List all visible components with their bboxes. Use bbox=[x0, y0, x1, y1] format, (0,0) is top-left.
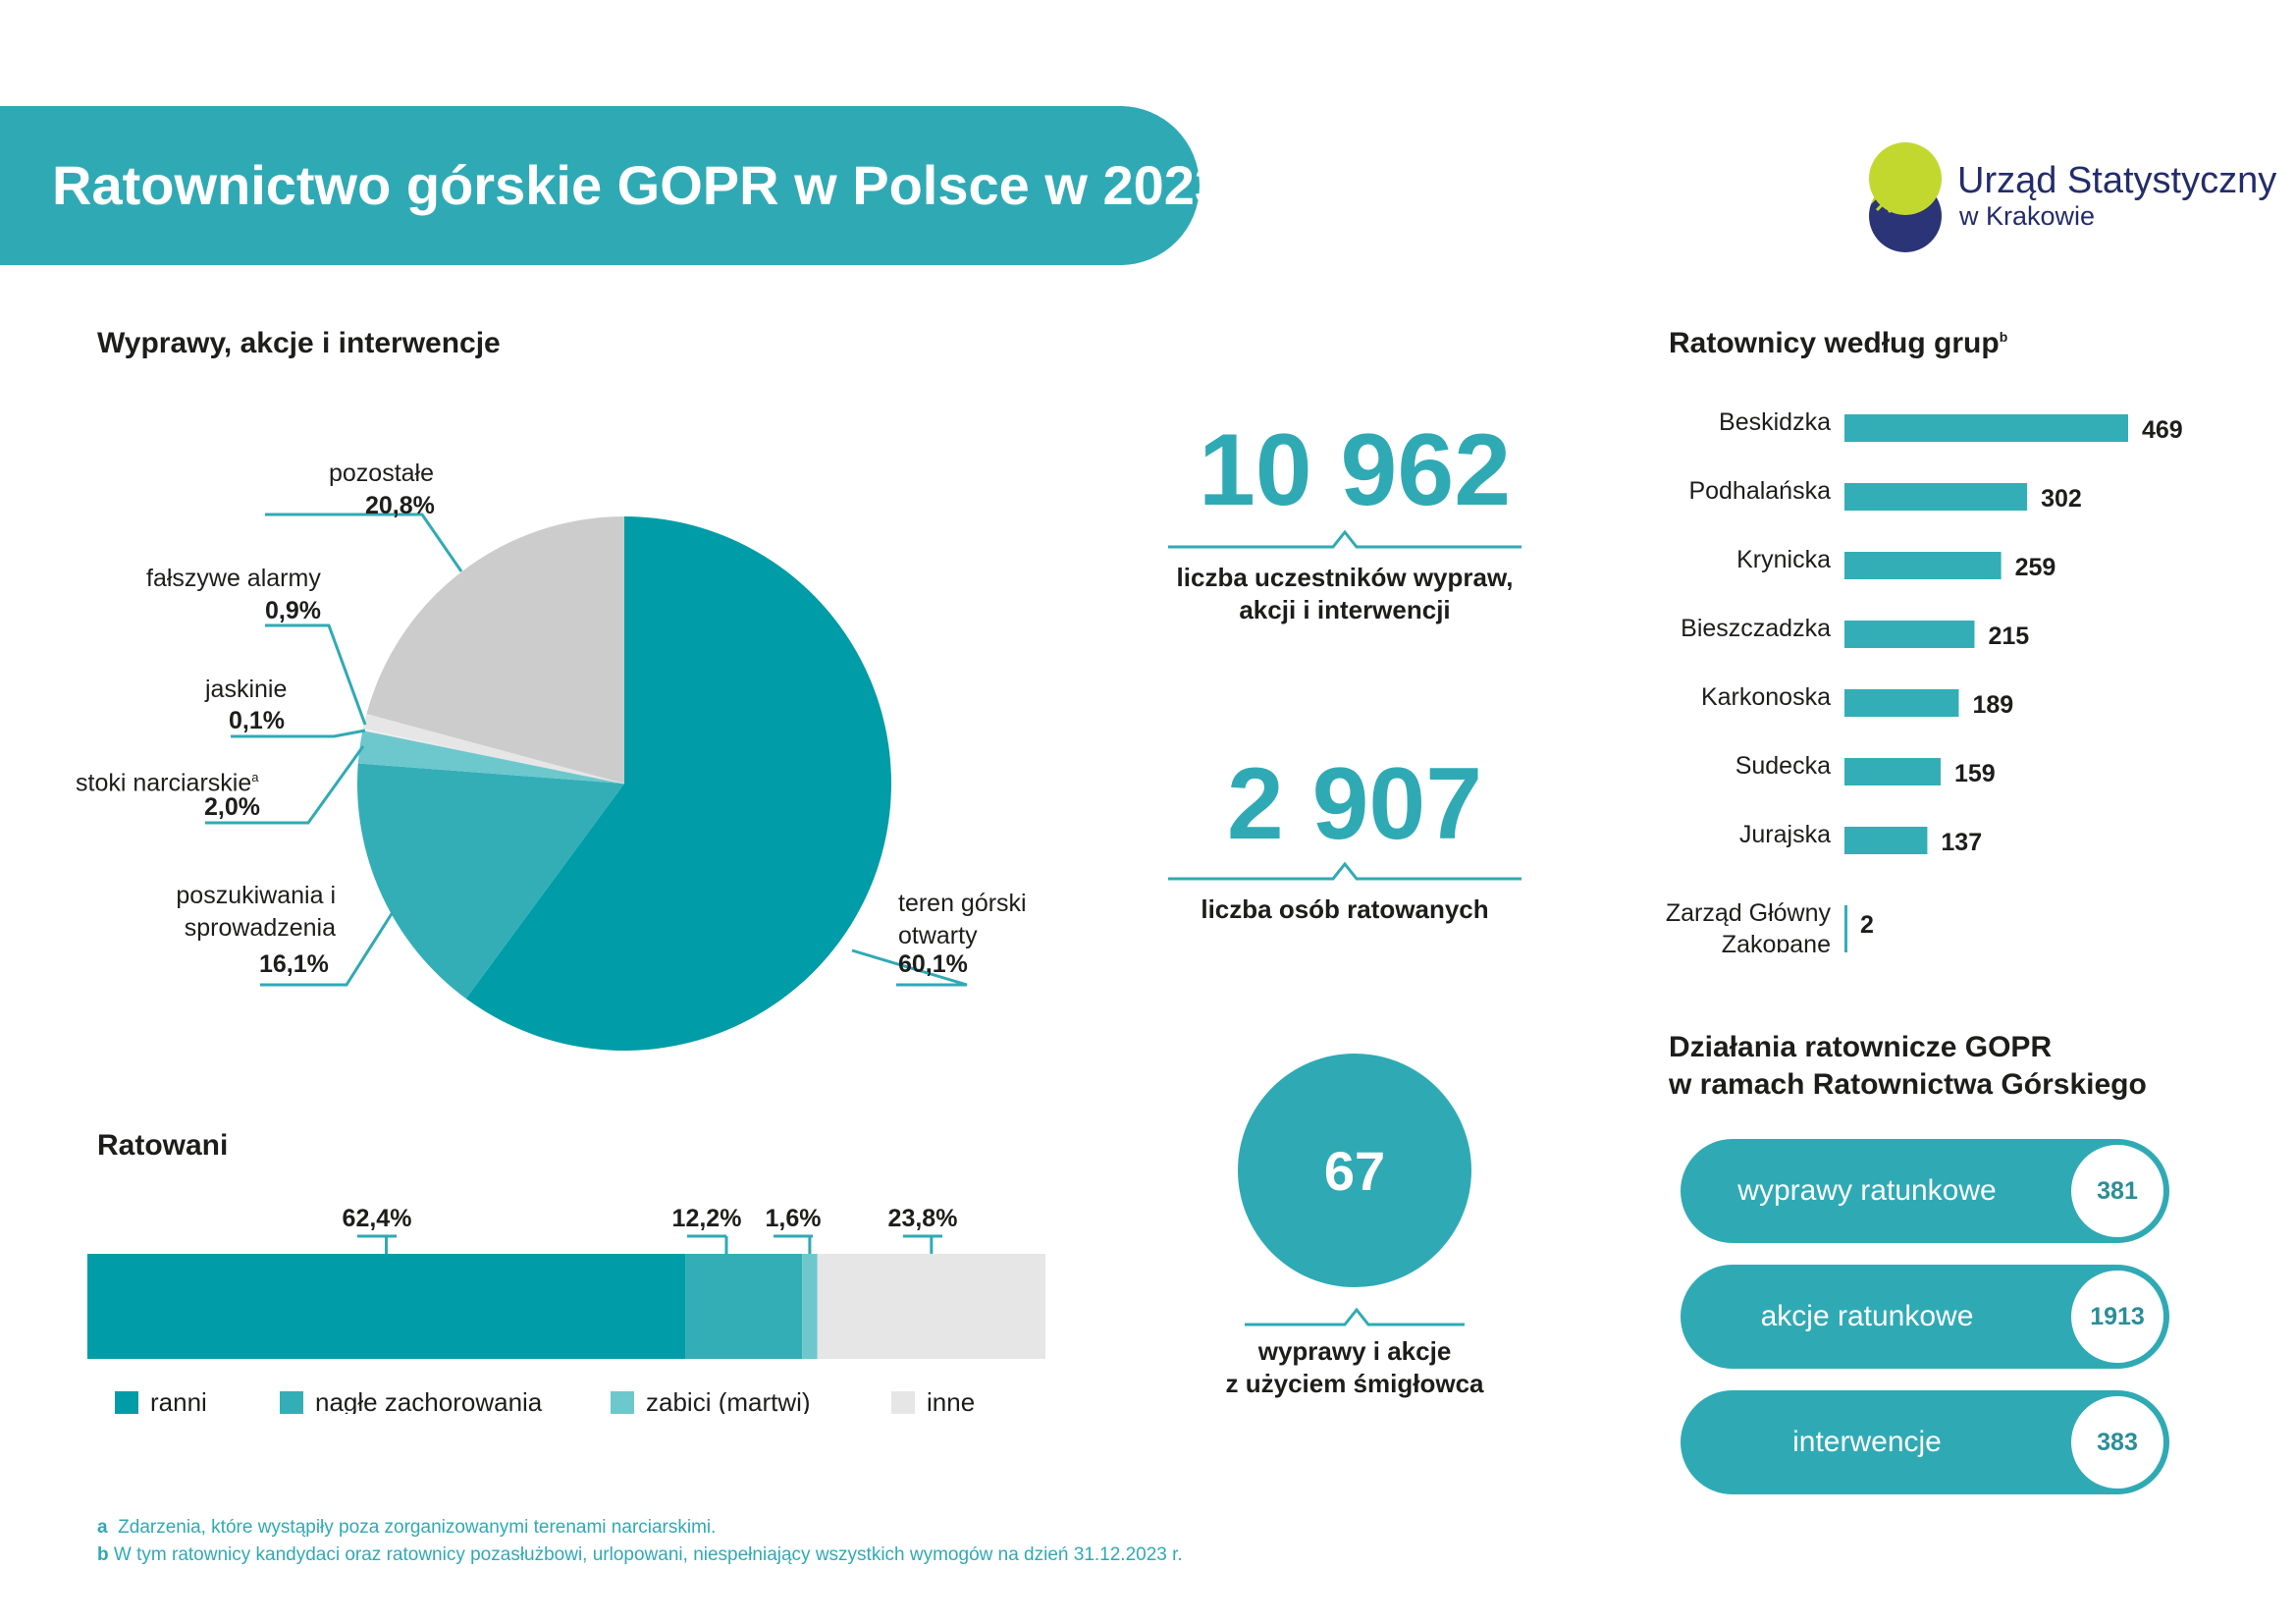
pie-label-poszukiwania: poszukiwania i sprowadzenia bbox=[176, 882, 336, 942]
logo-name: Urząd Statystyczny bbox=[1957, 160, 2277, 201]
legend-swatch bbox=[115, 1391, 138, 1414]
participants-caption: liczba uczestników wypraw, akcji i interw… bbox=[1176, 563, 1514, 624]
group-label: Zakopane bbox=[1722, 931, 1831, 952]
footnote-a: a Zdarzenia, które wystąpiły poza zorgan… bbox=[97, 1517, 717, 1538]
participants-value: 10 962 bbox=[1198, 413, 1512, 527]
group-value: 469 bbox=[2142, 416, 2183, 444]
pie-label-pozostale: pozostałe bbox=[329, 460, 435, 487]
title-banner bbox=[0, 106, 1200, 265]
stack-value-label: 62,4% bbox=[343, 1205, 412, 1232]
group-value: 215 bbox=[1988, 623, 2029, 650]
action-pill-interwencje: interwencje 383 bbox=[1681, 1390, 2169, 1494]
actions-title: Działania ratownicze GOPR w ramach Ratown… bbox=[1669, 1031, 2147, 1101]
participants-divider bbox=[1168, 529, 1522, 549]
group-bar bbox=[1844, 689, 1959, 717]
pie-value-falszywe-alarmy: 0,9% bbox=[265, 597, 321, 624]
group-bar bbox=[1844, 483, 2028, 511]
groups-bar-chart: Beskidzka 469 Podhalańska 302 Krynicka 259 Bie… bbox=[1666, 408, 2183, 952]
pie-chart bbox=[205, 513, 968, 1051]
group-label: Beskidzka bbox=[1719, 408, 1831, 436]
pie-slice-pozostale bbox=[366, 516, 624, 784]
legend-swatch bbox=[280, 1391, 303, 1414]
logo-subtitle: w Krakowie bbox=[1959, 201, 2096, 231]
group-bar bbox=[1844, 827, 1928, 854]
pie-label-jaskinie: jaskinie bbox=[205, 676, 288, 703]
rescued-divider bbox=[1168, 861, 1522, 881]
group-bar bbox=[1844, 905, 1847, 952]
group-bar bbox=[1844, 414, 2128, 442]
stack-segment-ranni bbox=[87, 1254, 686, 1359]
stack-segment-zabici-martwi bbox=[802, 1254, 818, 1359]
legend-label: inne bbox=[927, 1387, 975, 1414]
group-bar bbox=[1844, 758, 1941, 785]
group-value: 302 bbox=[2041, 485, 2082, 513]
footnote-b: b W tym ratownicy kandydaci oraz ratowni… bbox=[97, 1544, 1183, 1565]
group-value: 2 bbox=[1860, 911, 1874, 939]
pie-slice-falszywe-alarmy bbox=[362, 714, 624, 784]
pie-leader-lines bbox=[205, 513, 968, 987]
legend-label: zabici (martwi) bbox=[646, 1387, 811, 1414]
group-label: Sudecka bbox=[1735, 752, 1831, 780]
pie-label-falszywe-alarmy: fałszywe alarmy bbox=[146, 565, 321, 592]
group-value: 189 bbox=[1972, 691, 2013, 719]
rescued-stacked-bar-chart: 62,4% 12,2% 1,6% 23,8% ranni nagłe zachorowa… bbox=[87, 1205, 1045, 1414]
group-value: 259 bbox=[2015, 554, 2056, 581]
action-label: akcje ratunkowe bbox=[1760, 1300, 1974, 1332]
stack-segment-inne bbox=[817, 1254, 1045, 1359]
groups-chart-title: Ratownicy według grupb bbox=[1669, 327, 2008, 359]
legend-swatch bbox=[611, 1391, 634, 1414]
action-pill-akcje: akcje ratunkowe 1913 bbox=[1681, 1265, 2169, 1369]
group-value: 137 bbox=[1941, 829, 1982, 856]
stack-value-label: 1,6% bbox=[766, 1205, 822, 1232]
rescued-chart-title: Ratowani bbox=[97, 1129, 229, 1162]
stack-value-label: 23,8% bbox=[888, 1205, 958, 1232]
pie-value-poszukiwania: 16,1% bbox=[259, 950, 329, 978]
group-bar bbox=[1844, 552, 2002, 579]
pie-value-teren-gorski: 60,1% bbox=[898, 950, 968, 978]
group-label: Krynicka bbox=[1736, 546, 1831, 573]
legend-swatch bbox=[891, 1391, 915, 1414]
group-value: 159 bbox=[1954, 760, 1996, 787]
pie-value-jaskinie: 0,1% bbox=[229, 707, 285, 734]
action-pill-wyprawy: wyprawy ratunkowe 381 bbox=[1681, 1139, 2169, 1243]
pie-label-stoki-narciarskie: stoki narciarskiea bbox=[76, 769, 259, 797]
group-label: Karkonoska bbox=[1701, 683, 1831, 711]
group-bar bbox=[1844, 621, 1975, 648]
pie-chart-title: Wyprawy, akcje i interwencje bbox=[97, 327, 501, 359]
group-label: Podhalańska bbox=[1688, 477, 1831, 505]
rescued-caption: liczba osób ratowanych bbox=[1201, 894, 1489, 924]
stack-value-label: 12,2% bbox=[672, 1205, 742, 1232]
action-label: interwencje bbox=[1792, 1426, 1942, 1458]
group-label: Zarząd Główny bbox=[1666, 899, 1832, 927]
group-label: Jurajska bbox=[1739, 821, 1831, 848]
action-label: wyprawy ratunkowe bbox=[1737, 1174, 1997, 1207]
page-title: Ratownictwo górskie GOPR w Polsce w 2023… bbox=[52, 154, 1274, 216]
pie-slice-teren-gorski-otwarty bbox=[465, 516, 891, 1051]
helicopter-caption: wyprawy i akcje z użyciem śmigłowca bbox=[1225, 1336, 1484, 1398]
pie-label-teren-gorski: teren górski otwarty bbox=[898, 890, 1027, 949]
legend-label: ranni bbox=[150, 1387, 207, 1414]
stack-segment-nagle-zachorowania bbox=[685, 1254, 803, 1359]
action-value: 381 bbox=[2071, 1145, 2163, 1237]
action-value: 1913 bbox=[2071, 1271, 2163, 1363]
helicopter-divider bbox=[1245, 1307, 1465, 1326]
pie-value-pozostale: 20,8% bbox=[365, 492, 435, 519]
pie-slice-poszukiwania-i-sprowadzenia bbox=[357, 763, 624, 1000]
rescued-value: 2 907 bbox=[1226, 747, 1483, 861]
group-label: Bieszczadzka bbox=[1681, 615, 1831, 642]
pie-value-stoki-narciarskie: 2,0% bbox=[204, 793, 260, 821]
helicopter-circle: 67 bbox=[1238, 1054, 1471, 1287]
logo-icon bbox=[1869, 142, 1942, 252]
action-value: 383 bbox=[2071, 1396, 2163, 1489]
legend-label: nagłe zachorowania bbox=[315, 1387, 543, 1414]
